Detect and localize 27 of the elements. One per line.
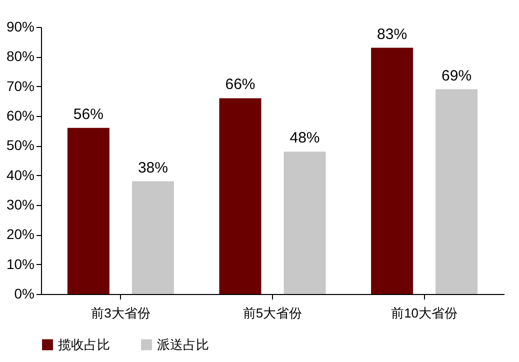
y-tick-label: 40% xyxy=(6,166,34,183)
y-tick-label: 30% xyxy=(6,196,34,212)
legend-label: 派送占比 xyxy=(157,336,209,352)
data-label: 83% xyxy=(377,26,408,43)
x-tick-label: 前5大省份 xyxy=(242,306,302,320)
x-tick-label: 前10大省份 xyxy=(391,306,458,320)
bar xyxy=(219,98,262,294)
x-tick-label: 前3大省份 xyxy=(91,306,150,320)
bar xyxy=(67,128,110,294)
bar xyxy=(284,152,326,294)
bar xyxy=(436,89,478,294)
y-tick-label: 60% xyxy=(6,108,34,124)
bar xyxy=(371,48,414,294)
data-label: 56% xyxy=(73,106,104,123)
y-tick-label: 80% xyxy=(6,48,34,64)
y-tick-label: 0% xyxy=(14,286,34,302)
legend-label: 揽收占比 xyxy=(58,336,110,352)
y-tick-label: 20% xyxy=(6,226,34,242)
y-tick-label: 50% xyxy=(6,137,34,154)
y-tick-label: 70% xyxy=(6,78,34,94)
data-label: 38% xyxy=(138,159,168,176)
data-label: 48% xyxy=(290,130,320,147)
bar xyxy=(132,181,174,294)
y-tick-label: 10% xyxy=(6,256,34,272)
y-tick-label: 90% xyxy=(6,18,34,34)
data-label: 66% xyxy=(225,76,256,94)
data-label: 69% xyxy=(442,67,472,84)
